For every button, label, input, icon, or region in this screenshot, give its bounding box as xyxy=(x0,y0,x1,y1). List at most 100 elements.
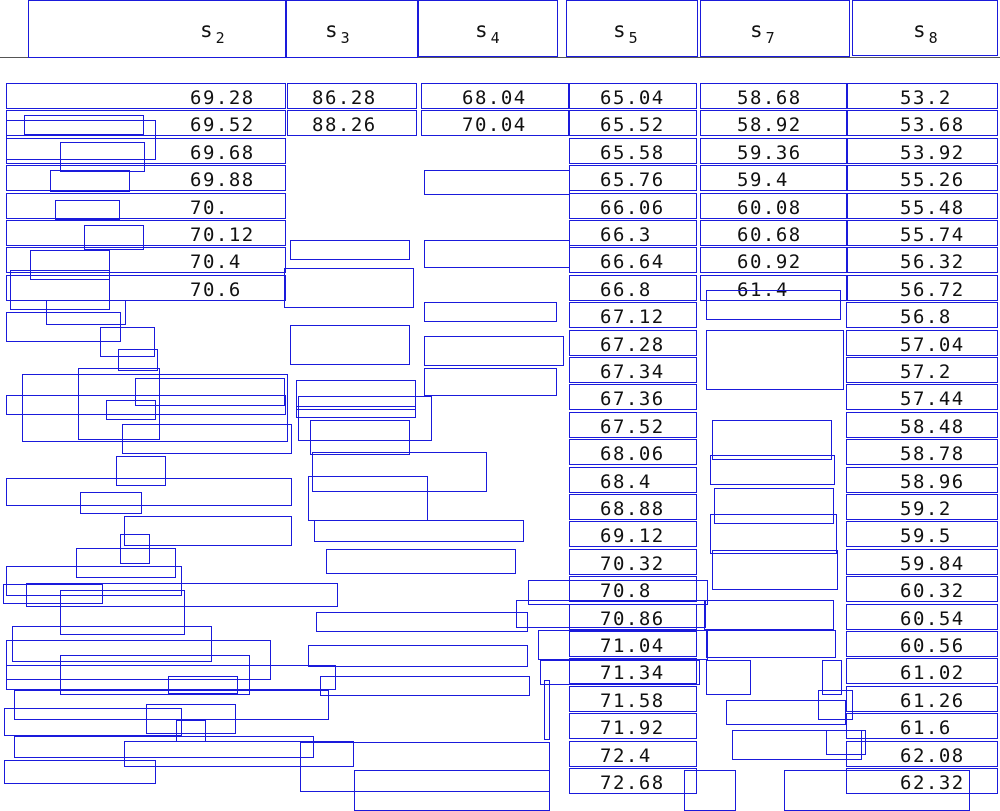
cell-box xyxy=(569,83,697,109)
table-cell: 69.52 xyxy=(190,114,255,137)
ocr-box xyxy=(78,368,160,440)
table-cell: 66.3 xyxy=(600,224,652,246)
cell-box xyxy=(846,192,998,219)
ocr-box xyxy=(50,170,130,192)
cell-box xyxy=(700,220,848,246)
table-cell: 70.04 xyxy=(462,114,527,137)
table-cell: 71.58 xyxy=(600,689,665,712)
table-cell: 66.06 xyxy=(600,196,665,219)
header-box xyxy=(700,0,850,57)
table-cell: 56.8 xyxy=(900,306,952,329)
table-cell: 66.64 xyxy=(600,251,665,274)
cell-box xyxy=(569,165,697,192)
column-header-symbol: s xyxy=(913,18,927,42)
ocr-box xyxy=(826,730,866,755)
ocr-box xyxy=(710,455,835,485)
ocr-box xyxy=(354,770,550,811)
cell-box xyxy=(846,274,998,301)
column-header-symbol: s xyxy=(325,18,339,42)
cell-box xyxy=(846,110,998,137)
ocr-box xyxy=(22,374,288,442)
ocr-box xyxy=(424,368,557,396)
table-cell: 65.58 xyxy=(600,141,665,164)
cell-box xyxy=(421,83,569,109)
table-cell: 68.4 xyxy=(600,470,652,493)
cell-box xyxy=(569,548,697,575)
ocr-box xyxy=(55,200,120,220)
ocr-box xyxy=(326,549,516,574)
cell-box xyxy=(569,576,697,603)
column-header-symbol: s xyxy=(613,18,627,42)
cell-box xyxy=(569,411,697,438)
table-cell: 55.74 xyxy=(900,224,965,246)
cell-box xyxy=(846,247,998,274)
column-header-subscript: 7 xyxy=(765,29,776,47)
cell-box xyxy=(700,110,848,137)
ocr-box xyxy=(120,534,150,564)
table-cell: 60.92 xyxy=(737,251,802,274)
table-cell: 71.34 xyxy=(600,662,665,685)
cell-box xyxy=(700,247,848,274)
ocr-box xyxy=(544,680,550,740)
ocr-box xyxy=(3,584,103,604)
ocr-box xyxy=(314,520,524,542)
ocr-box xyxy=(122,424,292,454)
cell-box xyxy=(6,83,286,109)
ocr-box xyxy=(168,676,238,694)
ocr-box xyxy=(310,420,410,455)
table-cell: 70. xyxy=(190,196,229,219)
table-cell: 57.44 xyxy=(900,388,965,411)
cell-box xyxy=(569,439,697,466)
cell-box xyxy=(569,631,697,657)
cell-box xyxy=(846,165,998,192)
ocr-box xyxy=(76,548,176,578)
ocr-box xyxy=(14,736,314,758)
ocr-box xyxy=(320,676,530,696)
ocr-box xyxy=(6,665,336,690)
header-box xyxy=(286,0,418,58)
ocr-box xyxy=(516,600,706,628)
table-cell: 56.72 xyxy=(900,278,965,301)
header-box xyxy=(852,0,998,56)
table-cell: 57.2 xyxy=(900,361,952,383)
ocr-box xyxy=(146,704,236,734)
ocr-box xyxy=(6,478,292,506)
table-cell: 60.32 xyxy=(900,580,965,603)
ocr-box xyxy=(116,456,166,486)
table-cell: 59.2 xyxy=(900,498,952,520)
table-cell: 62.08 xyxy=(900,744,965,767)
cell-box xyxy=(846,521,998,548)
ocr-box xyxy=(538,630,708,660)
table-cell: 53.68 xyxy=(900,114,965,137)
ocr-box xyxy=(12,626,212,662)
ocr-box xyxy=(308,645,528,667)
cell-box xyxy=(287,110,417,137)
ocr-box xyxy=(540,660,700,685)
ocr-box xyxy=(284,268,414,308)
table-cell: 62.32 xyxy=(900,772,965,794)
ocr-box xyxy=(60,655,250,695)
cell-box xyxy=(569,247,697,274)
ocr-box xyxy=(706,660,751,695)
table-cell: 57.04 xyxy=(900,333,965,356)
cell-box xyxy=(846,329,998,356)
ocr-box xyxy=(714,488,834,524)
table-cell: 53.92 xyxy=(900,141,965,164)
cell-box xyxy=(846,220,998,246)
table-cell: 61.26 xyxy=(900,689,965,712)
cell-box xyxy=(6,192,286,219)
cell-box xyxy=(846,302,998,329)
cell-box xyxy=(287,83,417,109)
table-cell: 67.34 xyxy=(600,361,665,383)
table-cell: 70.8 xyxy=(600,580,652,603)
ocr-box xyxy=(308,476,428,521)
table-cell: 88.26 xyxy=(312,114,377,137)
table-cell: 70.6 xyxy=(190,278,242,301)
ocr-box xyxy=(60,590,185,635)
cell-box xyxy=(569,384,697,411)
table-cell: 59.4 xyxy=(737,169,789,192)
column-header-subscript: 8 xyxy=(928,29,939,47)
ocr-box xyxy=(424,336,564,366)
